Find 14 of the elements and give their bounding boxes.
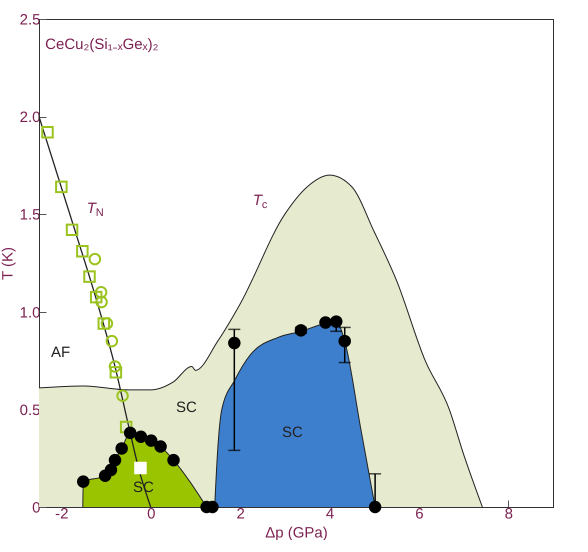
x-tick-label: 6 xyxy=(415,506,424,522)
y-tick-label: 2.5 xyxy=(20,12,40,28)
annotation: SC xyxy=(282,424,304,441)
x-tick-label: 2 xyxy=(236,506,245,522)
x-tick-label: 8 xyxy=(504,506,513,522)
annotation: SC xyxy=(176,399,198,416)
y-tick-label: 1.5 xyxy=(20,206,40,224)
y-tick-label: 0.5 xyxy=(20,402,40,419)
annotation: AF xyxy=(51,344,70,361)
x-tick-label: 0 xyxy=(147,506,156,522)
x-tick-label: -2 xyxy=(55,506,69,522)
y-axis-title: T (K) xyxy=(0,246,17,280)
text: CeCu₂(Si₁₋ₓGeₓ)₂ xyxy=(45,36,159,53)
x-tick-label: 4 xyxy=(326,506,334,522)
